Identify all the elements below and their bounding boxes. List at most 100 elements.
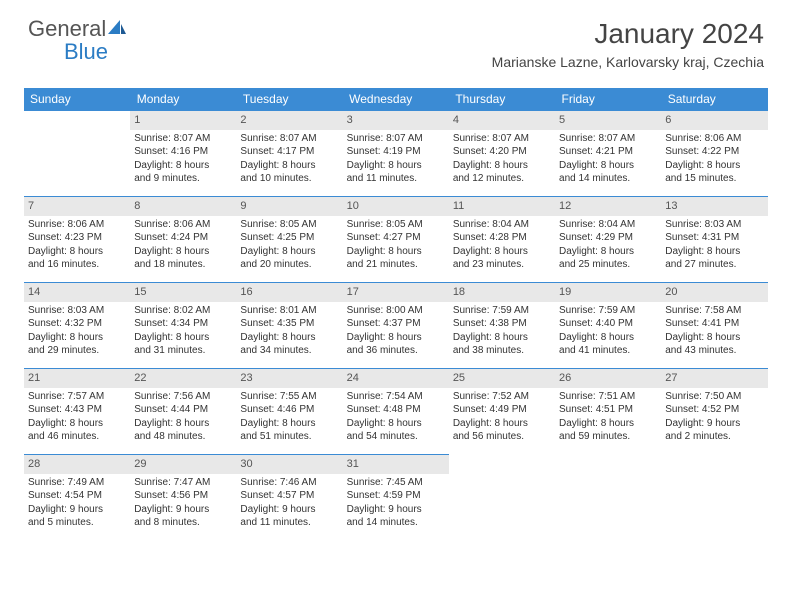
daylight-line1: Daylight: 8 hours [347,159,445,173]
day-cell [661,455,767,541]
daylight-line2: and 11 minutes. [347,172,445,186]
daylight-line2: and 59 minutes. [559,430,657,444]
day-cell: 15Sunrise: 8:02 AMSunset: 4:34 PMDayligh… [130,283,236,369]
day-cell [555,455,661,541]
daylight-line2: and 11 minutes. [240,516,338,530]
day-number: 2 [236,111,342,130]
sunset-text: Sunset: 4:43 PM [28,403,126,417]
sunset-text: Sunset: 4:27 PM [347,231,445,245]
brand-sail-icon [106,18,128,41]
day-cell [449,455,555,541]
sunrise-text: Sunrise: 7:58 AM [665,304,763,318]
day-cell: 19Sunrise: 7:59 AMSunset: 4:40 PMDayligh… [555,283,661,369]
daylight-line2: and 14 minutes. [347,516,445,530]
daylight-line1: Daylight: 8 hours [665,159,763,173]
day-number: 3 [343,111,449,130]
sunrise-text: Sunrise: 8:06 AM [665,132,763,146]
sunrise-text: Sunrise: 8:07 AM [134,132,232,146]
sunset-text: Sunset: 4:35 PM [240,317,338,331]
daylight-line2: and 34 minutes. [240,344,338,358]
day-number: 4 [449,111,555,130]
daylight-line2: and 10 minutes. [240,172,338,186]
day-number: 27 [661,369,767,388]
daylight-line1: Daylight: 8 hours [28,245,126,259]
sunset-text: Sunset: 4:17 PM [240,145,338,159]
day-number: 26 [555,369,661,388]
day-of-week-row: Sunday Monday Tuesday Wednesday Thursday… [24,88,768,111]
sunrise-text: Sunrise: 8:03 AM [665,218,763,232]
week-row: 1Sunrise: 8:07 AMSunset: 4:16 PMDaylight… [24,111,768,197]
day-cell: 20Sunrise: 7:58 AMSunset: 4:41 PMDayligh… [661,283,767,369]
sunset-text: Sunset: 4:31 PM [665,231,763,245]
sunset-text: Sunset: 4:19 PM [347,145,445,159]
sunset-text: Sunset: 4:34 PM [134,317,232,331]
sunrise-text: Sunrise: 8:05 AM [347,218,445,232]
sunrise-text: Sunrise: 7:52 AM [453,390,551,404]
day-cell: 29Sunrise: 7:47 AMSunset: 4:56 PMDayligh… [130,455,236,541]
day-number: 12 [555,197,661,216]
sunrise-text: Sunrise: 7:54 AM [347,390,445,404]
daylight-line1: Daylight: 8 hours [28,331,126,345]
day-cell: 8Sunrise: 8:06 AMSunset: 4:24 PMDaylight… [130,197,236,283]
sunset-text: Sunset: 4:46 PM [240,403,338,417]
sunset-text: Sunset: 4:54 PM [28,489,126,503]
day-number: 24 [343,369,449,388]
brand-text: General Blue [28,18,128,64]
day-number: 23 [236,369,342,388]
sunrise-text: Sunrise: 8:07 AM [347,132,445,146]
daylight-line1: Daylight: 8 hours [240,159,338,173]
day-number: 22 [130,369,236,388]
daylight-line1: Daylight: 8 hours [240,417,338,431]
sunset-text: Sunset: 4:32 PM [28,317,126,331]
sunset-text: Sunset: 4:52 PM [665,403,763,417]
sunrise-text: Sunrise: 8:07 AM [240,132,338,146]
sunrise-text: Sunrise: 8:01 AM [240,304,338,318]
day-number: 31 [343,455,449,474]
daylight-line1: Daylight: 8 hours [134,417,232,431]
day-cell [24,111,130,197]
daylight-line2: and 2 minutes. [665,430,763,444]
sunrise-text: Sunrise: 8:04 AM [559,218,657,232]
daylight-line1: Daylight: 9 hours [28,503,126,517]
day-cell: 24Sunrise: 7:54 AMSunset: 4:48 PMDayligh… [343,369,449,455]
daylight-line2: and 25 minutes. [559,258,657,272]
day-number: 14 [24,283,130,302]
day-cell: 11Sunrise: 8:04 AMSunset: 4:28 PMDayligh… [449,197,555,283]
sunset-text: Sunset: 4:40 PM [559,317,657,331]
day-number: 19 [555,283,661,302]
dow-thursday: Thursday [449,88,555,111]
day-number: 25 [449,369,555,388]
daylight-line2: and 41 minutes. [559,344,657,358]
daylight-line1: Daylight: 8 hours [453,159,551,173]
daylight-line1: Daylight: 9 hours [134,503,232,517]
dow-sunday: Sunday [24,88,130,111]
sunset-text: Sunset: 4:16 PM [134,145,232,159]
day-cell: 18Sunrise: 7:59 AMSunset: 4:38 PMDayligh… [449,283,555,369]
daylight-line2: and 29 minutes. [28,344,126,358]
daylight-line1: Daylight: 8 hours [559,331,657,345]
day-cell: 7Sunrise: 8:06 AMSunset: 4:23 PMDaylight… [24,197,130,283]
title-block: January 2024 Marianske Lazne, Karlovarsk… [492,18,764,70]
day-cell: 16Sunrise: 8:01 AMSunset: 4:35 PMDayligh… [236,283,342,369]
day-cell: 9Sunrise: 8:05 AMSunset: 4:25 PMDaylight… [236,197,342,283]
daylight-line2: and 8 minutes. [134,516,232,530]
daylight-line1: Daylight: 8 hours [134,331,232,345]
sunrise-text: Sunrise: 7:45 AM [347,476,445,490]
calendar-table: Sunday Monday Tuesday Wednesday Thursday… [24,88,768,541]
daylight-line2: and 23 minutes. [453,258,551,272]
day-cell: 28Sunrise: 7:49 AMSunset: 4:54 PMDayligh… [24,455,130,541]
dow-monday: Monday [130,88,236,111]
day-number: 5 [555,111,661,130]
daylight-line1: Daylight: 8 hours [347,331,445,345]
daylight-line1: Daylight: 9 hours [347,503,445,517]
calendar-body: 1Sunrise: 8:07 AMSunset: 4:16 PMDaylight… [24,111,768,541]
daylight-line2: and 56 minutes. [453,430,551,444]
daylight-line2: and 36 minutes. [347,344,445,358]
sunset-text: Sunset: 4:20 PM [453,145,551,159]
page-title: January 2024 [492,18,764,50]
sunset-text: Sunset: 4:57 PM [240,489,338,503]
week-row: 7Sunrise: 8:06 AMSunset: 4:23 PMDaylight… [24,197,768,283]
dow-saturday: Saturday [661,88,767,111]
day-cell: 1Sunrise: 8:07 AMSunset: 4:16 PMDaylight… [130,111,236,197]
sunset-text: Sunset: 4:23 PM [28,231,126,245]
